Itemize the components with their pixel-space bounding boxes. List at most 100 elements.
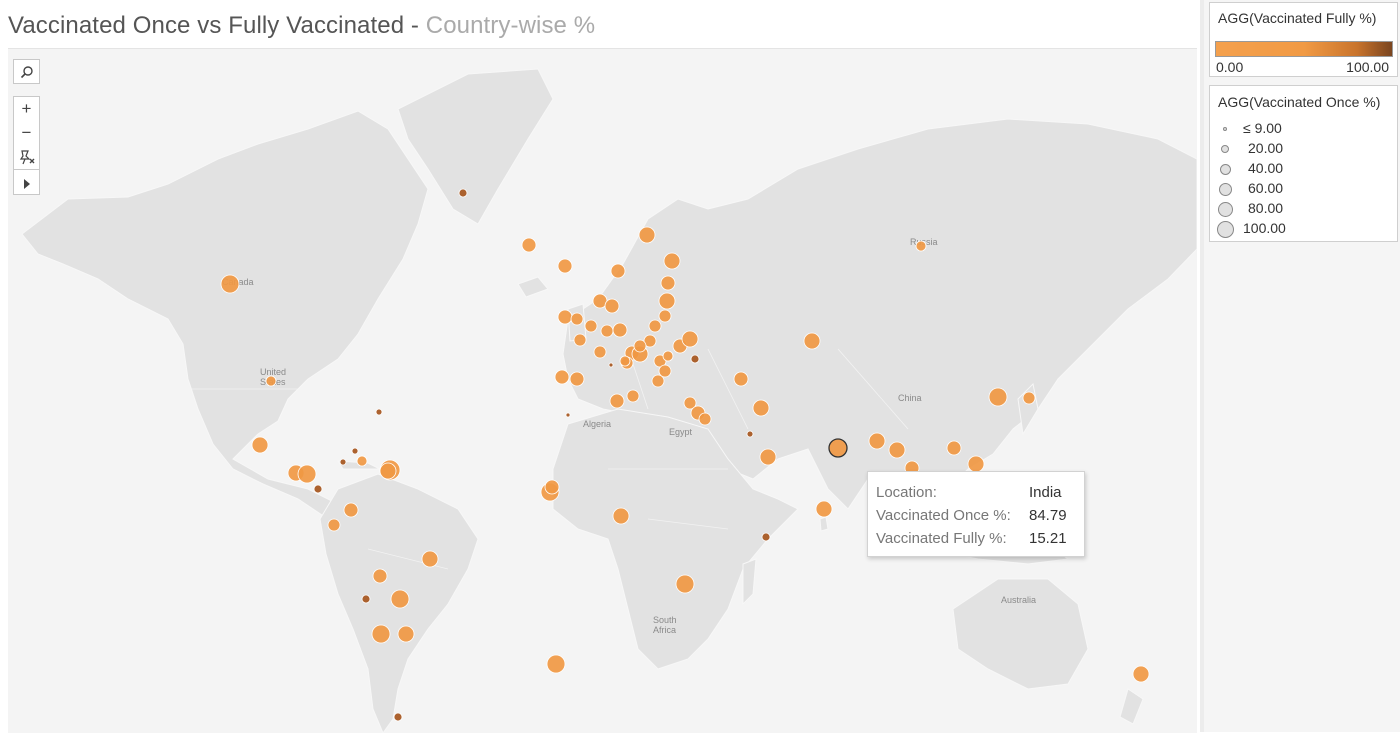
country-bubble[interactable] [626,389,640,403]
tooltip-location-label: Location: [876,484,937,501]
country-bubble[interactable] [546,654,566,674]
size-legend-item: ≤ 9.00 [1210,119,1397,139]
country-bubble[interactable] [569,371,585,387]
country-bubble[interactable] [752,399,770,417]
play-arrow-icon [23,179,30,189]
label-south: South [653,615,677,625]
country-bubble[interactable] [619,355,631,367]
country-bubble[interactable] [683,396,697,410]
country-bubble[interactable] [663,252,681,270]
size-legend[interactable]: AGG(Vaccinated Once %) ≤ 9.00 20.00 40.0… [1209,85,1398,242]
country-bubble[interactable] [251,436,269,454]
country-bubble[interactable] [356,455,368,467]
zoom-in-button[interactable]: + [21,99,32,118]
country-bubble[interactable] [375,408,383,416]
size-legend-title: AGG(Vaccinated Once %) [1218,94,1381,110]
country-bubble[interactable] [570,312,584,326]
country-bubble[interactable] [1132,665,1150,683]
country-bubble[interactable] [761,532,771,542]
country-bubble[interactable] [658,364,672,378]
size-legend-label: 40.00 [1248,160,1284,176]
country-bubble[interactable] [660,275,676,291]
country-bubble[interactable] [343,502,359,518]
country-bubble[interactable] [339,458,347,466]
country-bubble[interactable] [351,447,359,455]
country-bubble[interactable] [557,309,573,325]
size-swatch [1220,164,1231,175]
country-bubble[interactable] [584,319,598,333]
country-bubble[interactable] [521,237,537,253]
country-bubble[interactable] [988,387,1008,407]
country-bubble[interactable] [220,274,240,294]
size-legend-label: ≤ 9.00 [1243,120,1282,136]
world-map[interactable]: Canada United States Russia Algeria Egyp… [8,48,1197,733]
zoom-out-button[interactable]: − [21,123,32,142]
country-bubble[interactable] [554,369,570,385]
country-bubble[interactable] [421,550,439,568]
country-bubble[interactable] [967,455,985,473]
country-bubble[interactable] [675,574,695,594]
expand-toolbar-button[interactable] [14,174,39,194]
country-bubble[interactable] [609,393,625,409]
label-china: China [898,393,922,403]
country-bubble[interactable] [265,375,277,387]
country-bubble[interactable] [393,712,403,722]
page-title: Vaccinated Once vs Fully Vaccinated - Co… [8,12,595,40]
country-bubble[interactable] [662,350,674,362]
country-bubble[interactable] [633,339,647,353]
country-bubble[interactable] [604,298,620,314]
country-bubble[interactable] [593,345,607,359]
unpin-map-button[interactable] [14,145,39,170]
country-bubble[interactable] [915,240,927,252]
country-bubble[interactable] [658,309,672,323]
country-bubble[interactable] [651,374,665,388]
country-bubble[interactable] [397,625,415,643]
country-bubble[interactable] [698,412,712,426]
country-bubble[interactable] [610,263,626,279]
country-bubble[interactable] [390,589,410,609]
country-bubble[interactable] [803,332,821,350]
map-search-button[interactable] [13,59,40,84]
country-bubble[interactable] [643,334,657,348]
country-bubble[interactable] [746,430,754,438]
country-bubble[interactable] [681,330,699,348]
country-bubble[interactable] [946,440,962,456]
country-bubble[interactable] [612,322,628,338]
country-bubble[interactable] [372,568,388,584]
country-bubble[interactable] [573,333,587,347]
country-bubble[interactable] [313,484,323,494]
country-bubble[interactable] [733,371,749,387]
country-bubble[interactable] [371,624,391,644]
country-bubble[interactable] [888,441,906,459]
country-bubble[interactable] [658,292,676,310]
country-bubble[interactable] [608,362,614,368]
country-bubble[interactable] [648,319,662,333]
country-bubble[interactable] [327,518,341,532]
country-bubble[interactable] [690,354,700,364]
country-bubble[interactable] [1022,391,1036,405]
country-bubble[interactable] [565,412,571,418]
label-africa: Africa [653,625,676,635]
country-bubble[interactable] [544,479,560,495]
country-bubble[interactable] [458,188,468,198]
size-swatch [1223,127,1227,131]
country-bubble[interactable] [297,464,317,484]
country-bubble[interactable] [638,226,656,244]
country-bubble[interactable] [612,507,630,525]
country-bubble[interactable] [815,500,833,518]
label-united: United [260,367,286,377]
country-bubble[interactable] [361,594,371,604]
panel-divider [1200,0,1204,732]
size-legend-label: 20.00 [1248,140,1284,156]
country-bubble[interactable] [557,258,573,274]
country-bubble[interactable] [759,448,777,466]
country-bubble[interactable] [379,462,397,480]
country-bubble[interactable] [868,432,886,450]
color-legend[interactable]: AGG(Vaccinated Fully %) 0.00 100.00 [1209,2,1398,77]
country-bubble[interactable] [600,324,614,338]
size-swatch [1221,145,1229,153]
map-canvas: Canada United States Russia Algeria Egyp… [21,68,1197,733]
size-legend-item: 80.00 [1210,199,1397,219]
country-bubble-india[interactable] [828,438,848,458]
tooltip-location-value: India [1029,484,1062,501]
